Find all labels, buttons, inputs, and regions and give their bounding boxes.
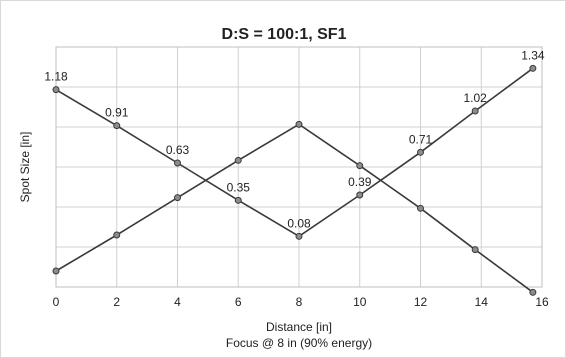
data-label: 0.39	[348, 175, 372, 189]
series-2-point	[356, 162, 364, 170]
series-1-line	[55, 67, 534, 238]
series-1-point	[113, 122, 121, 130]
x-axis-subtitle: Focus @ 8 in (90% energy)	[226, 336, 372, 350]
data-label: 1.34	[521, 48, 545, 62]
series-2-point	[113, 231, 121, 239]
series-2-point	[417, 204, 424, 212]
x-tick-label: 8	[296, 295, 303, 309]
data-label: 0.08	[287, 216, 311, 230]
series-2-line	[55, 123, 534, 293]
x-tick-label: 4	[174, 295, 181, 309]
series-lines	[52, 64, 537, 296]
series-1-point	[356, 191, 364, 199]
x-tick-label: 0	[53, 295, 60, 309]
x-tick-label: 16	[535, 295, 549, 309]
data-label: 0.91	[105, 106, 129, 120]
gridlines	[56, 47, 542, 287]
series-1-point	[417, 148, 424, 156]
x-tick-label: 12	[414, 295, 428, 309]
series-1-point	[174, 159, 181, 167]
x-axis-title: Distance [in]	[266, 320, 332, 334]
series-1-point	[529, 64, 537, 72]
series-1-point	[295, 232, 303, 240]
data-label: 0.63	[166, 143, 190, 157]
series-2-point	[295, 120, 303, 128]
series-2-point	[174, 194, 181, 202]
data-label: 0.35	[227, 180, 251, 194]
series-1-point	[52, 86, 60, 94]
x-axis-ticks: 0 2 4 6 8 10 12 14 16	[53, 295, 549, 309]
x-tick-label: 14	[475, 295, 489, 309]
series-2-point	[234, 156, 242, 164]
data-label: 1.02	[463, 91, 487, 105]
series-2-point	[471, 246, 479, 254]
data-labels: 1.18 0.91 0.63 0.35 0.08 0.39 0.71 1.02 1.34	[44, 48, 545, 230]
plot-area	[55, 46, 543, 288]
data-label: 1.18	[44, 70, 68, 84]
series-1-point	[471, 107, 479, 115]
y-axis-title: Spot Size [in]	[18, 132, 32, 203]
data-label: 0.71	[409, 132, 433, 146]
chart-title: D:S = 100:1, SF1	[222, 26, 347, 43]
x-tick-label: 6	[235, 295, 242, 309]
series-2-point	[52, 267, 60, 275]
series-2-point	[529, 288, 537, 296]
x-tick-label: 2	[113, 295, 120, 309]
series-1-point	[234, 196, 242, 204]
x-tick-label: 10	[353, 295, 367, 309]
